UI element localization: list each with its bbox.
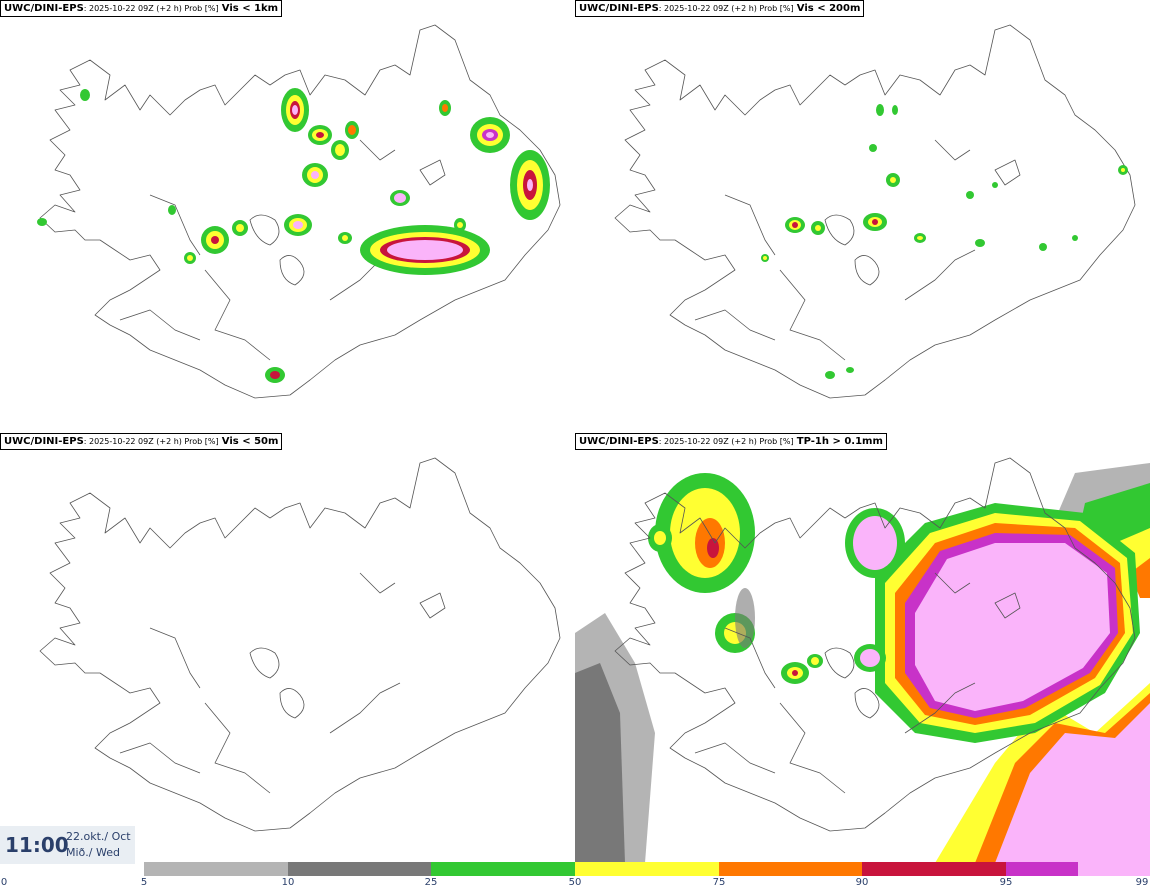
forecast-weekday: Mið./ Wed — [66, 846, 120, 859]
map-canvas — [575, 457, 1150, 863]
colorbar-segment — [1078, 862, 1150, 876]
run-info: : 2025-10-22 09Z (+2 h) Prob [%] — [83, 4, 219, 13]
colorbar-tick: 25 — [424, 877, 438, 888]
map-panel-vis-50m: UWC/DINI-EPS: 2025-10-22 09Z (+2 h) Prob… — [0, 433, 575, 863]
precip-field-under — [575, 463, 1150, 863]
colorbar-tick: 95 — [999, 877, 1013, 888]
iceland-coastline — [614, 24, 1136, 399]
colorbar-segment — [575, 862, 719, 876]
colorbar-segment — [719, 862, 862, 876]
run-info: : 2025-10-22 09Z (+2 h) Prob [%] — [658, 4, 794, 13]
colorbar-tick: 5 — [140, 877, 148, 888]
threshold-label: Vis < 1km — [221, 3, 279, 14]
colorbar-tick: 50 — [568, 877, 582, 888]
threshold-label: Vis < 200m — [796, 3, 861, 14]
colorbar-legend: 0 5 10 25 50 75 90 95 99 — [0, 862, 1150, 891]
panel-title: UWC/DINI-EPS: 2025-10-22 09Z (+2 h) Prob… — [0, 433, 283, 450]
colorbar-tick: 75 — [712, 877, 726, 888]
map-panel-precip: UWC/DINI-EPS: 2025-10-22 09Z (+2 h) Prob… — [575, 433, 1150, 863]
model-name: UWC/DINI-EPS — [4, 436, 84, 447]
panel-title: UWC/DINI-EPS: 2025-10-22 09Z (+2 h) Prob… — [0, 0, 283, 17]
colorbar-segment — [144, 862, 288, 876]
run-info: : 2025-10-22 09Z (+2 h) Prob [%] — [658, 437, 794, 446]
iceland-coastline — [39, 457, 561, 832]
colorbar-segment — [1006, 862, 1078, 876]
forecast-date: 22.okt./ Oct — [66, 830, 131, 843]
panel-title: UWC/DINI-EPS: 2025-10-22 09Z (+2 h) Prob… — [575, 433, 887, 450]
colorbar-segment — [431, 862, 575, 876]
probability-blobs — [37, 88, 550, 383]
probability-blobs — [761, 104, 1128, 379]
colorbar-segment — [288, 862, 431, 876]
threshold-label: Vis < 50m — [221, 436, 279, 447]
forecast-time: 11:00 — [5, 833, 69, 857]
map-canvas — [37, 24, 561, 399]
map-canvas — [614, 24, 1136, 399]
threshold-label: TP-1h > 0.1mm — [796, 436, 883, 447]
colorbar-tick: 0 — [0, 877, 8, 888]
colorbar-segment — [862, 862, 1006, 876]
colorbar-tick: 10 — [281, 877, 295, 888]
colorbar-tick: 99 — [1135, 877, 1149, 888]
run-info: : 2025-10-22 09Z (+2 h) Prob [%] — [83, 437, 219, 446]
colorbar-tick: 90 — [855, 877, 869, 888]
map-panel-vis-200m: UWC/DINI-EPS: 2025-10-22 09Z (+2 h) Prob… — [575, 0, 1150, 430]
model-name: UWC/DINI-EPS — [579, 436, 659, 447]
model-name: UWC/DINI-EPS — [579, 3, 659, 14]
model-name: UWC/DINI-EPS — [4, 3, 84, 14]
map-canvas — [39, 457, 561, 832]
iceland-coastline — [39, 24, 561, 399]
panel-title: UWC/DINI-EPS: 2025-10-22 09Z (+2 h) Prob… — [575, 0, 865, 17]
map-panel-vis-1km: UWC/DINI-EPS: 2025-10-22 09Z (+2 h) Prob… — [0, 0, 575, 430]
timestamp-box: 11:00 22.okt./ Oct Mið./ Wed — [0, 826, 135, 864]
